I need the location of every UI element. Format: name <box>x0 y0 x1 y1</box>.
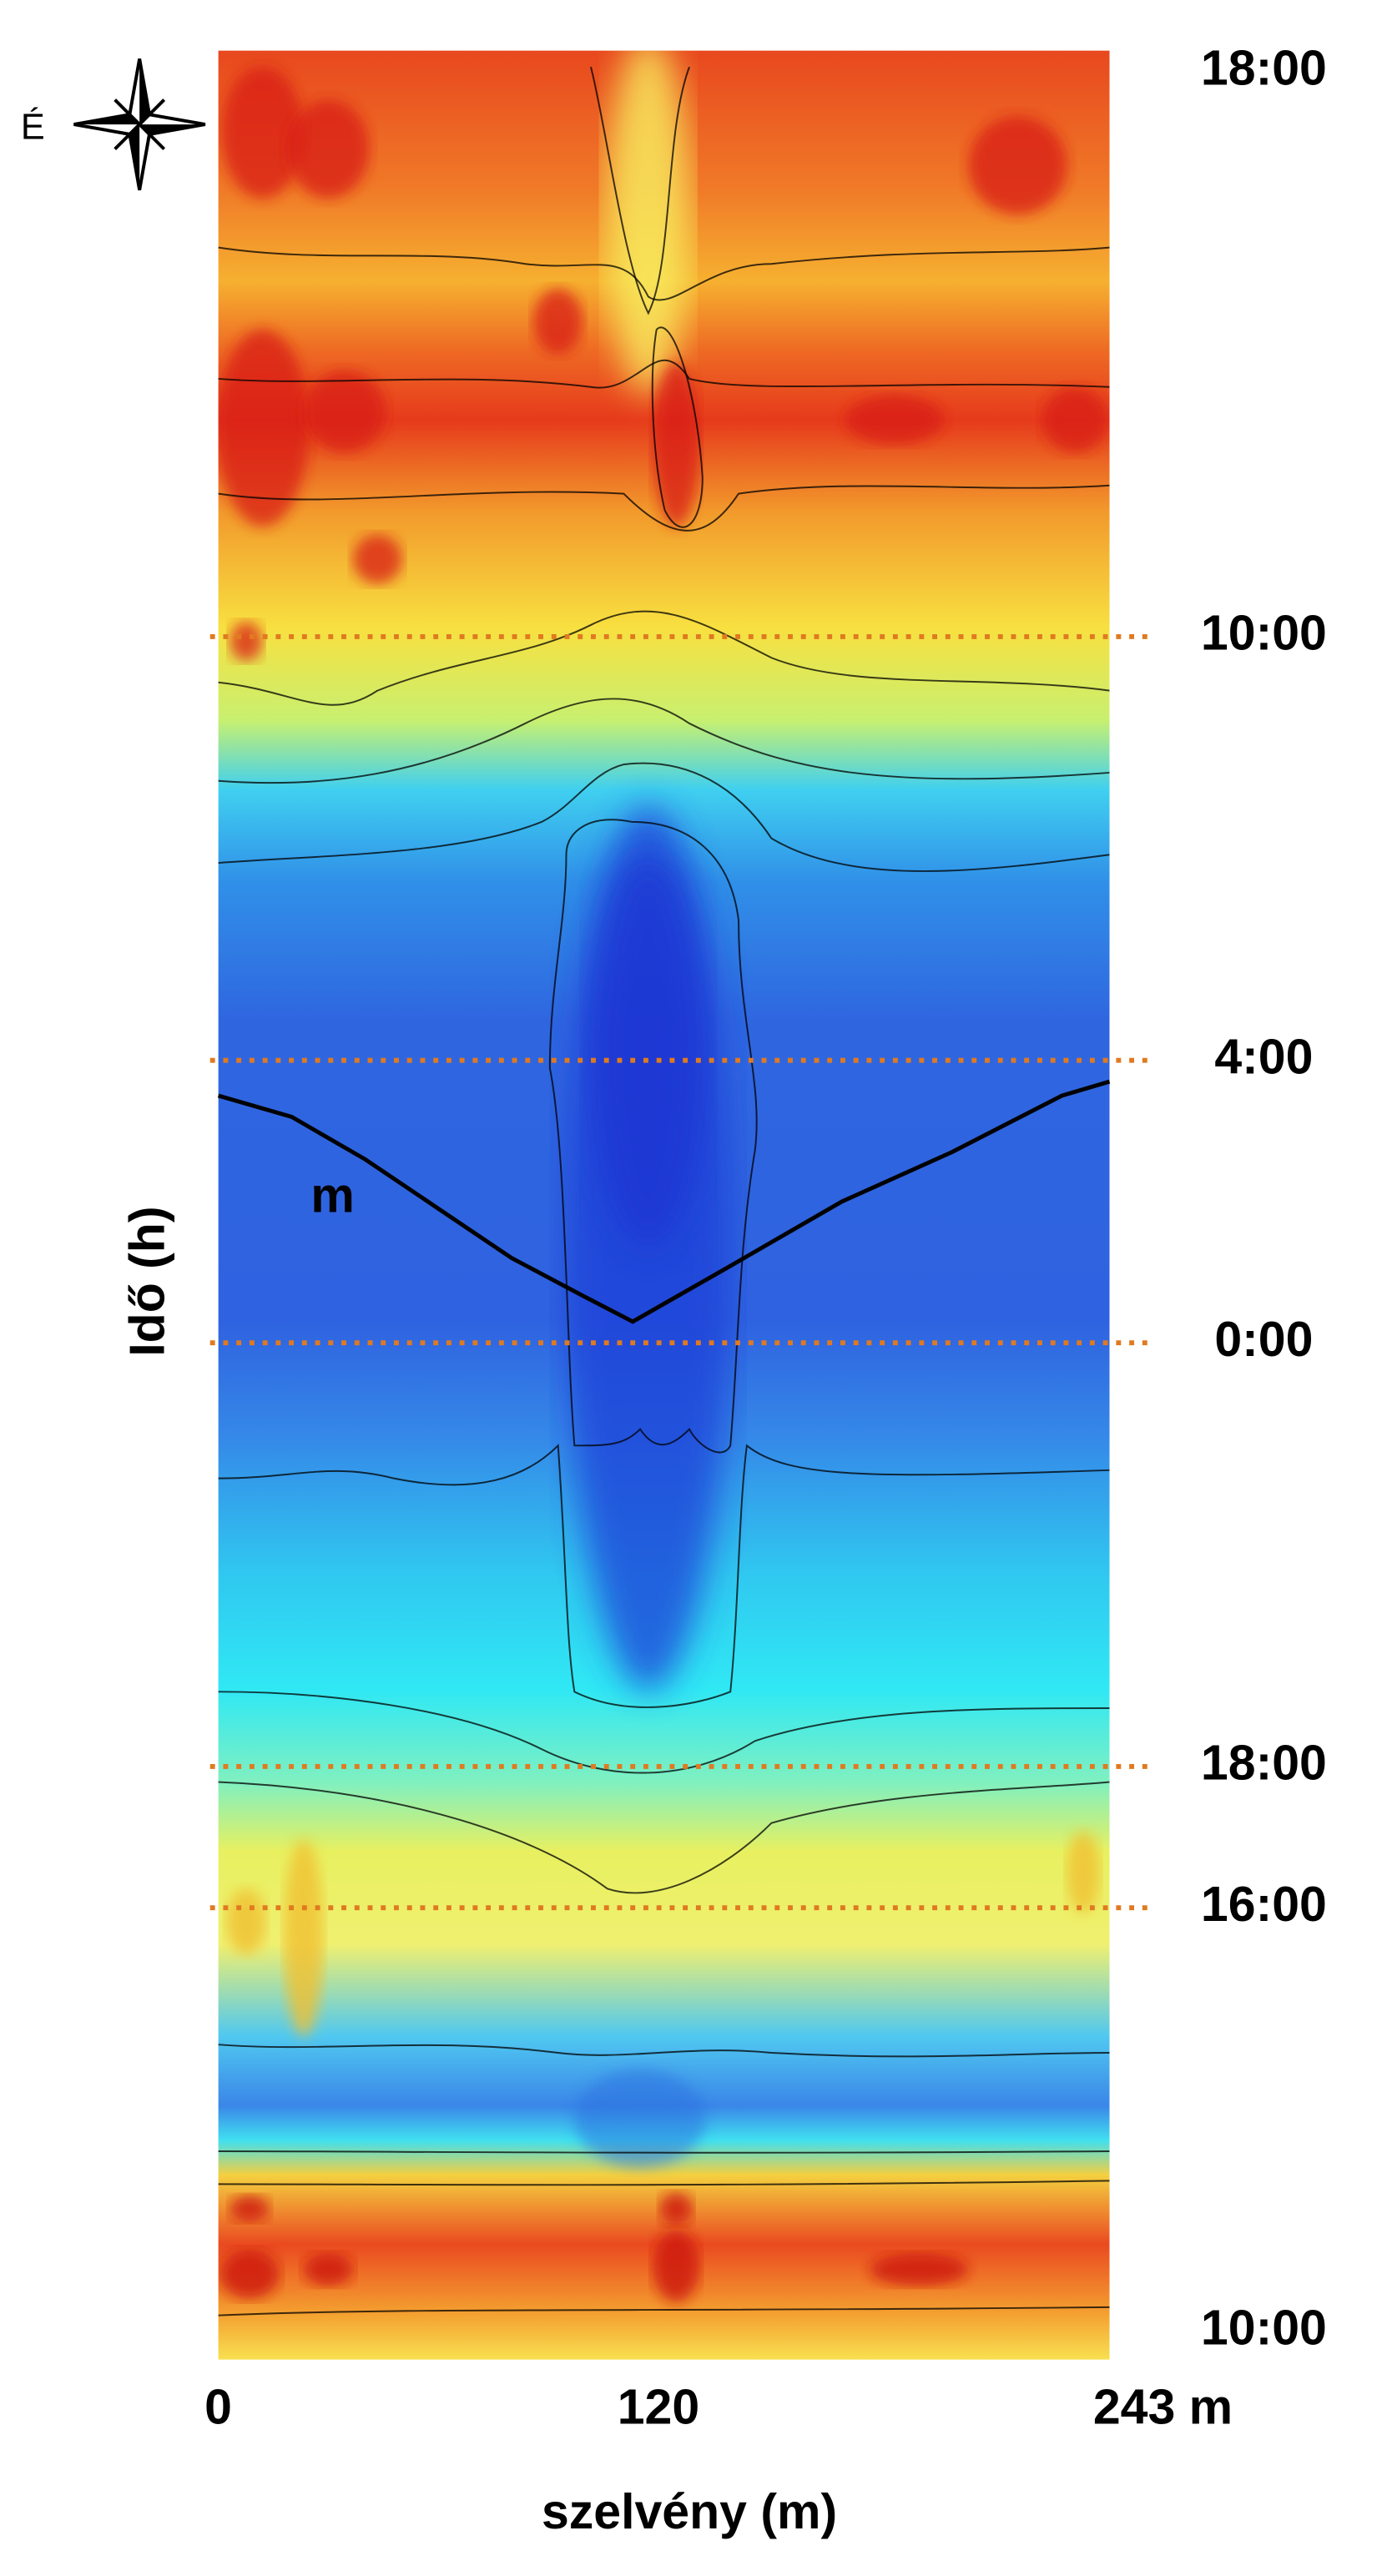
y-tick-label: 10:00 <box>1201 2301 1327 2356</box>
contour-line <box>218 1691 1110 1774</box>
heatmap-blob <box>229 622 263 662</box>
contour-line <box>218 1781 1110 1894</box>
heatmap-blob <box>591 854 706 1249</box>
heatmap-blob <box>226 1888 266 1954</box>
x-tick-label: 120 <box>618 2379 699 2434</box>
heatmap-blob <box>574 2069 706 2168</box>
heatmap-blob <box>221 67 304 199</box>
y-tick-label: 16:00 <box>1201 1877 1327 1932</box>
heatmap-blob <box>533 288 583 355</box>
heatmap-blob <box>219 2250 280 2300</box>
contour-line <box>590 66 690 315</box>
y-tick-label: 0:00 <box>1214 1312 1313 1367</box>
heatmap-blob <box>1042 386 1108 453</box>
plot-area <box>218 50 1110 2360</box>
y-tick-label: 18:00 <box>1201 41 1327 96</box>
heatmap-blob <box>303 371 386 453</box>
heatmap-blob <box>653 2230 699 2302</box>
heatmap-blob <box>352 534 402 584</box>
contour-line <box>218 2306 1110 2316</box>
heatmap-blob <box>284 1839 324 2037</box>
contour-line <box>218 484 1110 532</box>
heatmap-blob <box>1067 1831 1100 1913</box>
heatmap-blob <box>303 2252 353 2286</box>
heatmap-blob <box>659 2192 693 2226</box>
y-axis-label: Idő (h) <box>120 1207 175 1357</box>
contour-line <box>548 819 758 1454</box>
contour-line <box>218 610 1110 706</box>
y-tick-label: 10:00 <box>1201 606 1327 661</box>
heatmap-blob <box>968 116 1067 215</box>
x-tick-label: 0 <box>204 2379 232 2434</box>
contour-line <box>218 2180 1110 2186</box>
x-axis-label: szelvény (m) <box>542 2484 837 2539</box>
heatmap-blob <box>845 395 944 445</box>
series-line <box>217 1079 1111 1324</box>
heatmap-blob <box>218 329 309 527</box>
contour-line <box>218 762 1110 872</box>
heatmap-blob <box>229 2195 270 2222</box>
contour-line <box>218 359 1110 389</box>
contour-line <box>218 698 1110 784</box>
compass-label: É <box>21 107 45 147</box>
contour-line <box>218 246 1110 301</box>
series-label: m <box>310 1167 354 1222</box>
contour-line <box>218 2044 1110 2058</box>
contour-line <box>218 1444 1110 1708</box>
x-tick-label: 243 m <box>1093 2379 1233 2434</box>
contour-line <box>218 2150 1110 2154</box>
y-tick-label: 18:00 <box>1201 1736 1327 1791</box>
contour-line <box>651 326 704 528</box>
compass: É <box>21 58 206 191</box>
y-tick-label: 4:00 <box>1214 1029 1313 1084</box>
heatmap-blob <box>653 362 699 527</box>
heatmap-blob <box>870 2252 969 2286</box>
heatmap-blob <box>287 99 370 199</box>
heatmap-blob <box>607 50 690 396</box>
